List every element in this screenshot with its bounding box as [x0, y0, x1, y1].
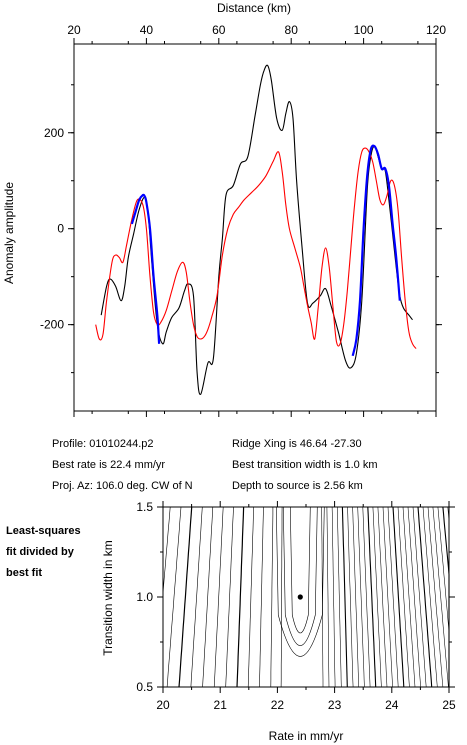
depth-text: Depth to source is 2.56 km: [232, 480, 363, 492]
top-x-tick-label: 120: [426, 23, 446, 37]
top-series-group: [95, 64, 417, 395]
fit-segment-line: [130, 193, 161, 344]
fit-segment-line-2: [351, 144, 401, 357]
side-label-line-2: fit divided by: [6, 546, 74, 558]
side-label: Least-squares fit divided by best fit: [6, 521, 81, 584]
top-y-ticks: -200 0 200: [40, 84, 442, 374]
proj-az-text: Proj. Az: 106.0 deg. CW of N: [52, 480, 193, 492]
side-label-line-3: best fit: [6, 567, 43, 579]
top-y-tick-label: 200: [44, 126, 64, 140]
top-y-tick-label: -200: [40, 318, 64, 332]
transition-width-text: Best transition width is 1.0 km: [232, 459, 378, 471]
top-x-axis-label: Distance (km): [217, 1, 291, 15]
top-y-axis-label: Anomaly amplitude: [2, 182, 16, 284]
top-y-tick-label: 0: [57, 222, 64, 236]
top-x-tick-label: 40: [140, 23, 154, 37]
top-x-tick-label: 20: [67, 23, 81, 37]
top-x-ticks: 20 40 60 80 100 120: [67, 23, 446, 417]
top-x-tick-label: 80: [285, 23, 299, 37]
top-plot-frame: [73, 43, 437, 412]
side-label-line-1: Least-squares: [6, 525, 81, 537]
best-rate-text: Best rate is 22.4 mm/yr: [52, 459, 166, 471]
top-x-tick-label: 60: [212, 23, 226, 37]
observed-profile-line: [100, 64, 413, 395]
top-x-tick-label: 100: [354, 23, 374, 37]
profile-text: Profile: 01010244.p2: [52, 438, 154, 450]
ridge-xing-text: Ridge Xing is 46.64 -27.30: [232, 438, 362, 450]
